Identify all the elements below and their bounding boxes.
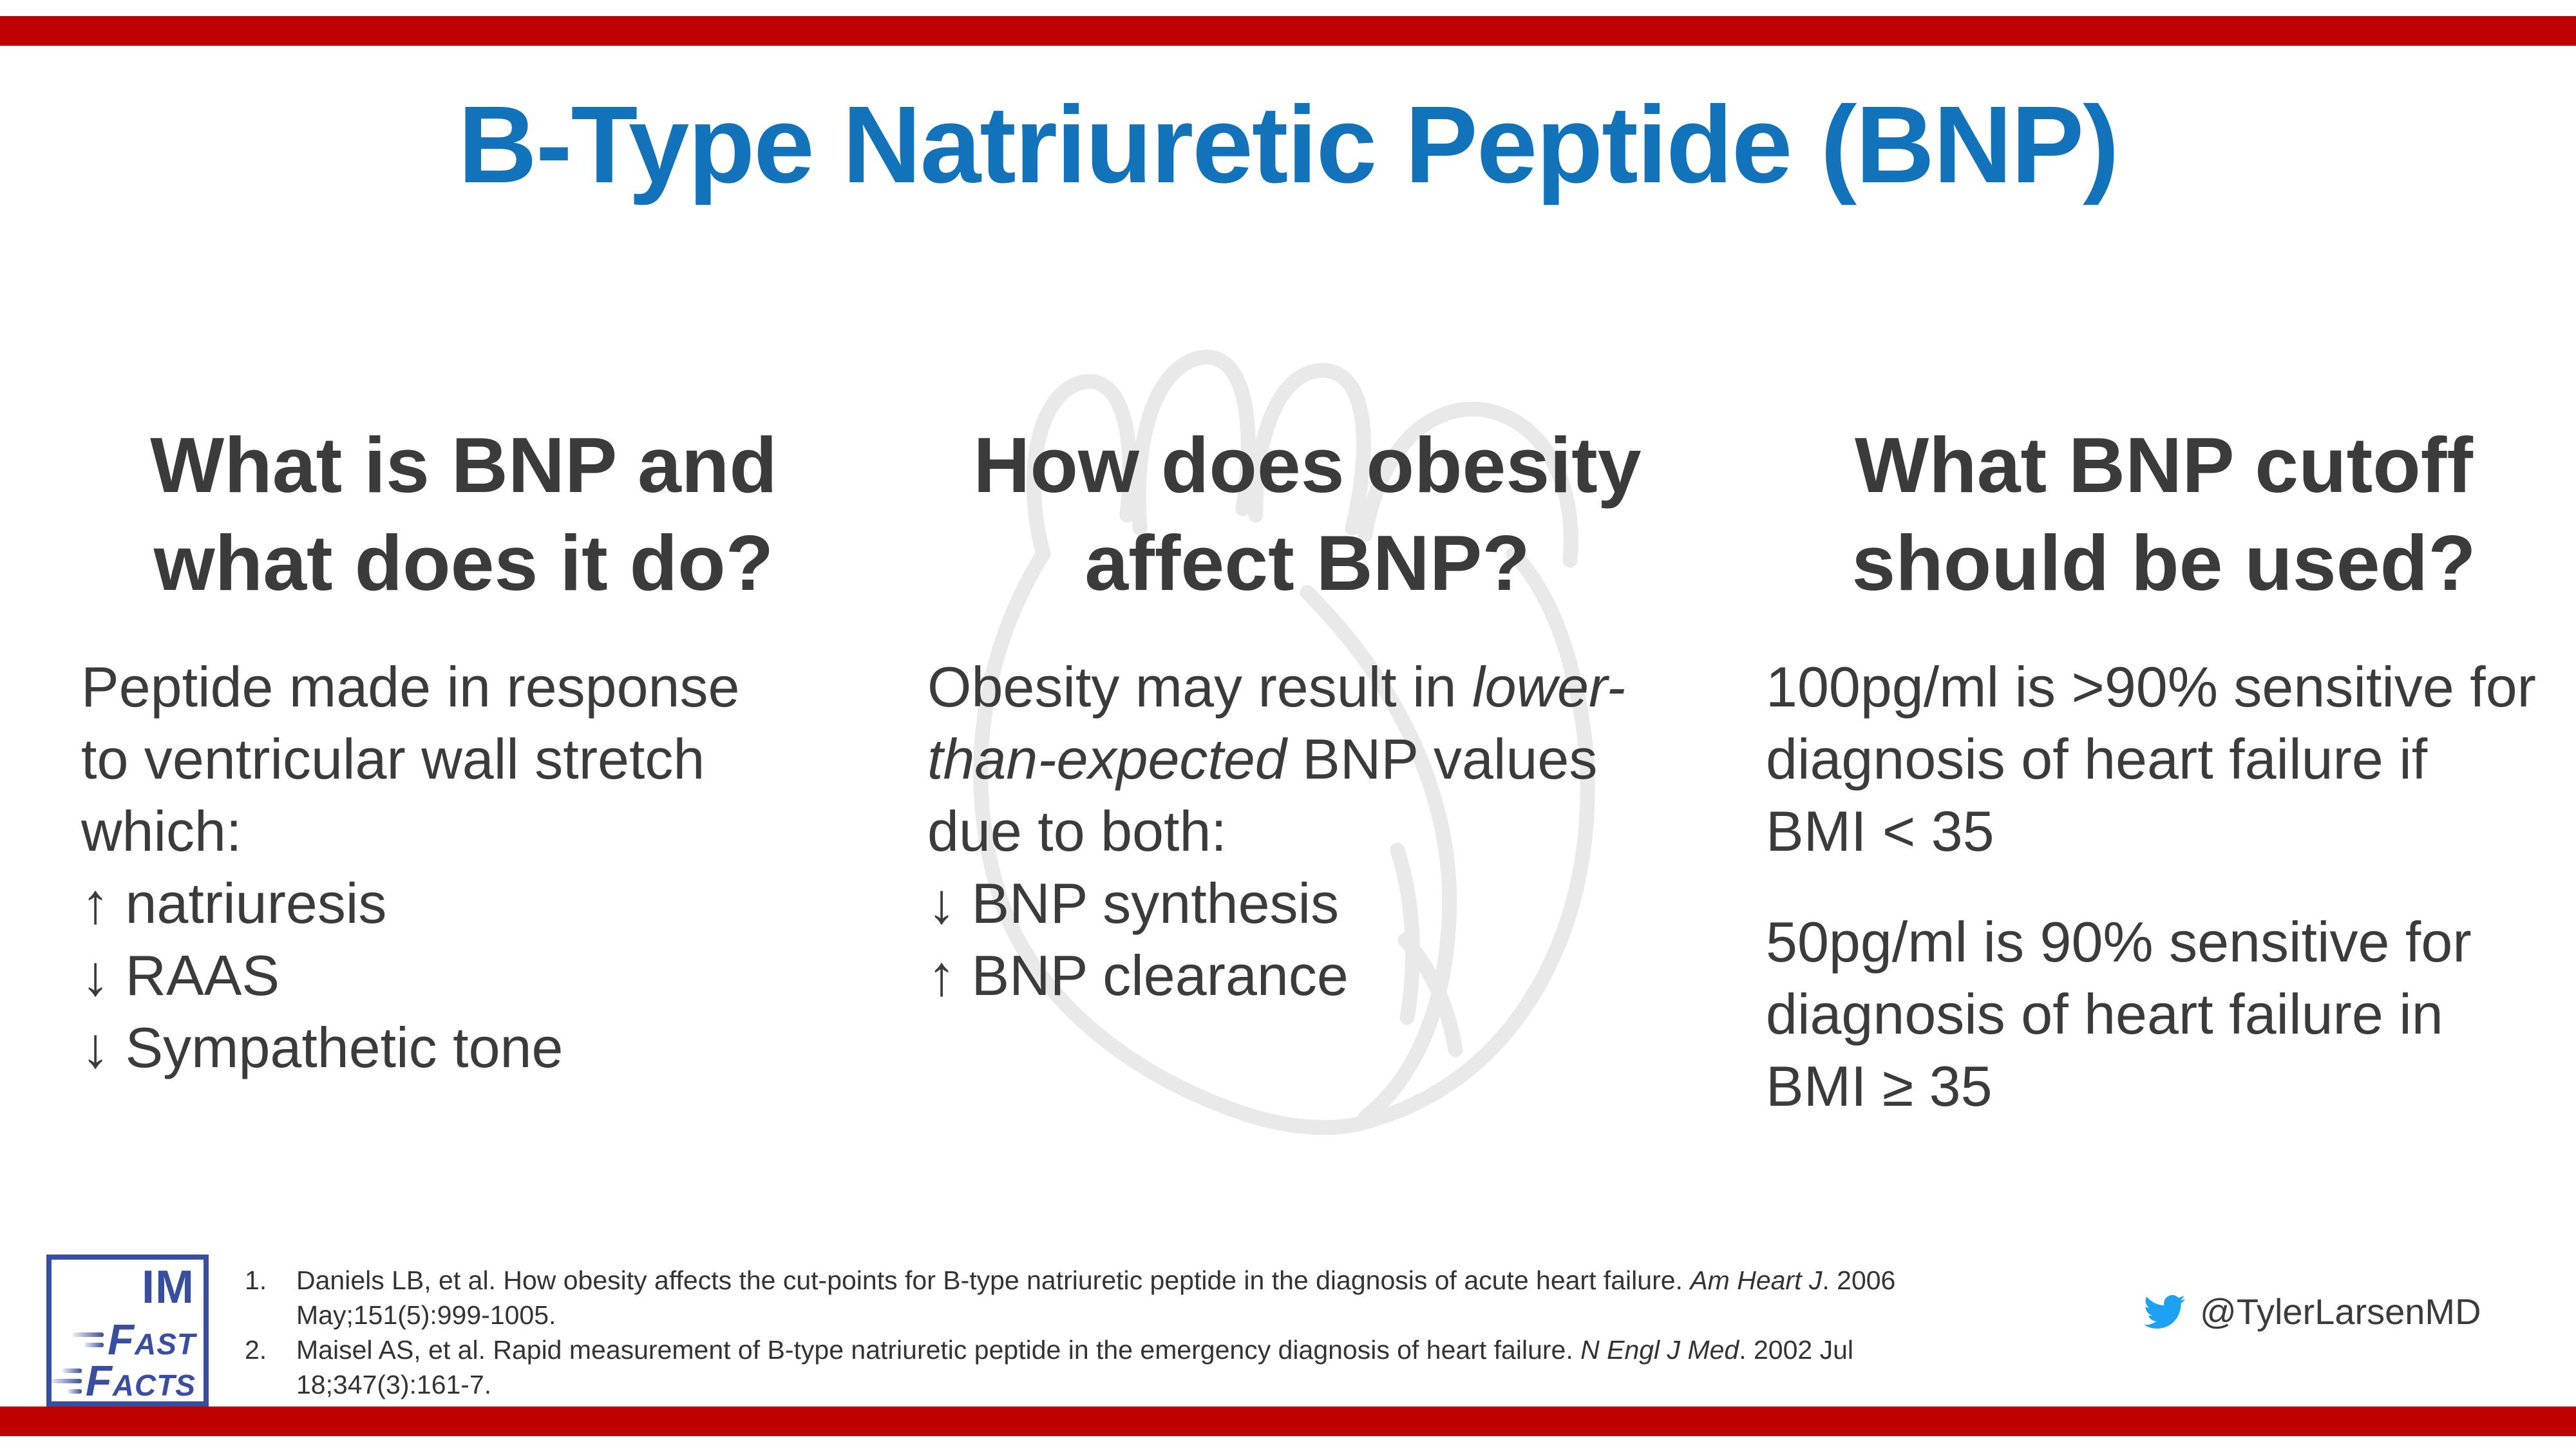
- heart-inner-curve: [1300, 585, 1457, 1125]
- heart-vessel-3: [1248, 363, 1371, 536]
- column-body: 100pg/ml is >90% sensitive for diagnosis…: [1766, 651, 2558, 1122]
- column-body: Obesity may result in lower- than-expect…: [927, 655, 1626, 1007]
- logo-fast-text: FAST: [108, 1316, 196, 1364]
- cutoff-paragraph-bmi-over-35: 50pg/ml is 90% sensitive for diagnosis o…: [1766, 910, 2472, 1118]
- heart-outline: [973, 546, 1595, 1135]
- social-attribution: @TylerLarsenMD: [2139, 1291, 2481, 1332]
- heart-vessel-1: [1026, 374, 1137, 562]
- column-heading: What BNP cutoff should be used?: [1852, 421, 2476, 607]
- page-title: B-Type Natriuretic Peptide (BNP): [458, 84, 2119, 206]
- bottom-red-bar: [0, 1406, 2576, 1436]
- heart-branch-1: [1390, 842, 1420, 1025]
- speed-lines-icon: [73, 1332, 104, 1347]
- heart-aorta-arch: [1358, 401, 1578, 568]
- logo-fast-row: FAST: [73, 1315, 196, 1365]
- logo-im-text: IM: [142, 1262, 194, 1313]
- column-heading: How does obesity affect BNP?: [973, 421, 1642, 607]
- logo-facts-text: FACTS: [85, 1357, 196, 1405]
- twitter-handle: @TylerLarsenMD: [2200, 1291, 2481, 1332]
- heart-branch-2: [1397, 933, 1463, 1057]
- speed-lines-icon: [50, 1368, 82, 1394]
- cutoff-paragraph-bmi-under-35: 100pg/ml is >90% sensitive for diagnosis…: [1766, 655, 2536, 863]
- top-red-bar: [0, 16, 2576, 46]
- reference-item: 2. Maisel AS, et al. Rapid measurement o…: [245, 1332, 2087, 1402]
- heart-illustration-icon: [973, 349, 1595, 1135]
- heart-vessel-2: [1131, 349, 1256, 536]
- reference-item: 1. Daniels LB, et al. How obesity affect…: [245, 1263, 2087, 1332]
- column-heading: What is BNP and what does it do?: [150, 421, 777, 607]
- twitter-bird-icon: [2144, 1294, 2185, 1329]
- reference-list: 1. Daniels LB, et al. How obesity affect…: [245, 1263, 2087, 1402]
- reference-number: 2.: [245, 1335, 267, 1365]
- column-body: Peptide made in response to ventricular …: [81, 655, 740, 1079]
- reference-text: Daniels LB, et al. How obesity affects t…: [296, 1265, 1896, 1330]
- im-fast-facts-logo: IM FAST FACTS: [46, 1255, 209, 1406]
- reference-text: Maisel AS, et al. Rapid measurement of B…: [296, 1335, 1854, 1399]
- logo-facts-row: FACTS: [50, 1356, 196, 1406]
- reference-number: 1.: [245, 1265, 267, 1295]
